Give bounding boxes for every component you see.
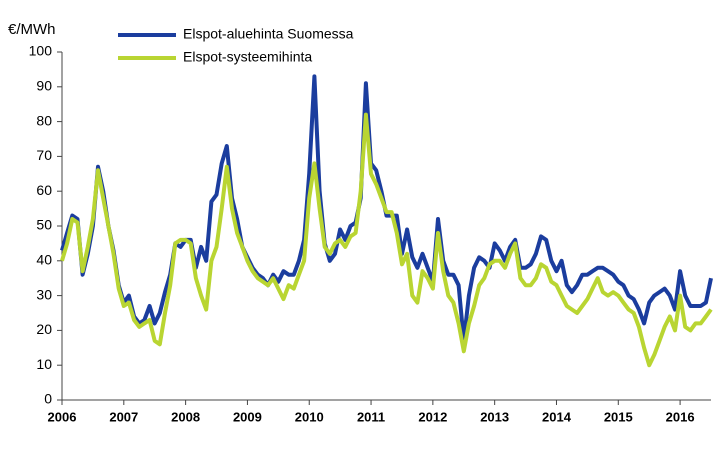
x-tick-label: 2011 bbox=[357, 409, 385, 424]
y-tick-label: 60 bbox=[36, 182, 52, 198]
y-tick-label: 40 bbox=[36, 252, 52, 268]
x-tick-label: 2013 bbox=[480, 409, 509, 424]
legend-box bbox=[112, 22, 422, 72]
x-tick-label: 2007 bbox=[109, 409, 138, 424]
x-tick-label: 2015 bbox=[604, 409, 633, 424]
y-tick-label: 30 bbox=[36, 286, 52, 302]
legend-label: Elspot-systeemihinta bbox=[183, 49, 312, 65]
series-line bbox=[60, 112, 713, 368]
y-tick-label: 80 bbox=[36, 112, 52, 128]
x-tick-label: 2008 bbox=[171, 409, 200, 424]
x-tick-label: 2014 bbox=[542, 409, 572, 424]
x-tick-label: 2010 bbox=[295, 409, 324, 424]
x-tick-label: 2016 bbox=[666, 409, 695, 424]
y-axis-label: €/MWh bbox=[8, 21, 56, 38]
y-tick-label: 0 bbox=[44, 391, 52, 407]
y-tick-label: 90 bbox=[36, 78, 52, 94]
y-tick-label: 10 bbox=[36, 356, 52, 372]
legend-label: Elspot-aluehinta Suomessa bbox=[183, 26, 354, 42]
x-tick-label: 2006 bbox=[48, 409, 77, 424]
y-tick-label: 70 bbox=[36, 147, 52, 163]
y-tick-label: 50 bbox=[36, 217, 52, 233]
x-tick-label: 2012 bbox=[418, 409, 447, 424]
x-tick-label: 2009 bbox=[233, 409, 262, 424]
y-tick-label: 100 bbox=[29, 43, 53, 59]
y-tick-label: 20 bbox=[36, 321, 52, 337]
